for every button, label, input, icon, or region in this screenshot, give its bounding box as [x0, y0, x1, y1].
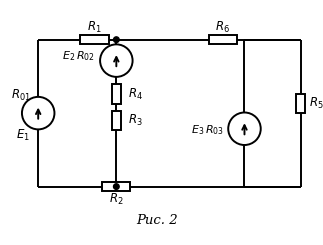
Circle shape: [100, 44, 132, 77]
Bar: [112, 84, 121, 104]
Text: $R_6$: $R_6$: [215, 20, 230, 35]
Circle shape: [228, 112, 261, 145]
Text: $R_3$: $R_3$: [128, 113, 142, 128]
Bar: [112, 111, 121, 130]
Text: $E_3\,R_{03}$: $E_3\,R_{03}$: [191, 123, 224, 137]
Text: $R_4$: $R_4$: [128, 86, 142, 102]
Circle shape: [113, 37, 119, 42]
Text: $E_2\,R_{02}$: $E_2\,R_{02}$: [62, 49, 95, 63]
Text: Рис. 2: Рис. 2: [136, 214, 178, 227]
Circle shape: [22, 97, 55, 129]
Text: $R_2$: $R_2$: [109, 192, 124, 207]
Text: $E_1$: $E_1$: [16, 127, 30, 143]
Bar: [209, 35, 237, 44]
Text: $R_{01}$: $R_{01}$: [11, 88, 30, 103]
Bar: [297, 94, 305, 113]
Circle shape: [113, 184, 119, 189]
Text: $R_1$: $R_1$: [87, 20, 102, 35]
Bar: [102, 182, 130, 191]
Text: $R_5$: $R_5$: [309, 96, 323, 111]
Bar: [80, 35, 109, 44]
